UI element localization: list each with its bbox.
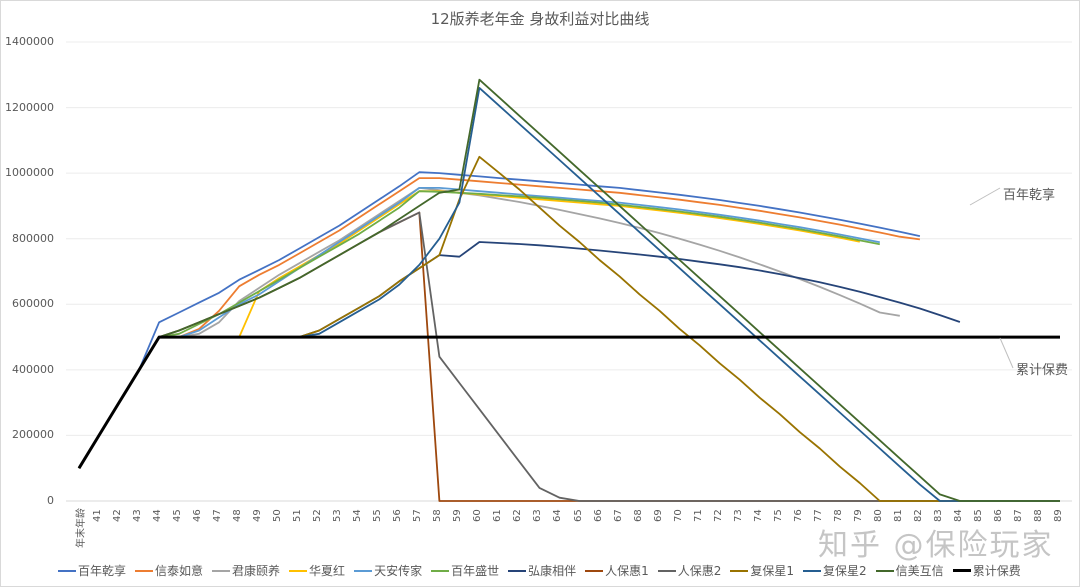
legend-swatch-icon (952, 569, 971, 572)
legend-label: 人保惠2 (677, 564, 722, 578)
legend-label: 弘康相伴 (528, 564, 577, 578)
series-line-0 (78, 171, 921, 469)
legend-label: 人保惠1 (605, 564, 649, 578)
series-line-12 (77, 335, 1060, 469)
legend-swatch-icon (657, 569, 676, 572)
legend-swatch-icon (875, 569, 894, 572)
series-line-1 (78, 177, 921, 469)
y-tick-label: 1200000 (5, 100, 54, 114)
y-tick-label: 400000 (12, 362, 54, 376)
legend-label: 累计保费 (972, 564, 1021, 578)
legend-label: 信泰如意 (155, 564, 204, 578)
legend-swatch-icon (58, 569, 76, 572)
legend-label: 复保星1 (750, 564, 795, 578)
legend-item[interactable]: 百年乾享 (58, 562, 126, 579)
y-tick-label: 1000000 (5, 166, 54, 180)
legend-label: 华夏红 (309, 564, 346, 578)
chart-legend: 百年乾享 信泰如意 君康颐养 华夏红 天安传家 百年盛世 弘康相伴 人保惠1 人保惠2 复保星1 复… (58, 562, 1021, 579)
legend-item[interactable]: 累计保费 (952, 562, 1021, 579)
legend-item[interactable]: 君康颐养 (212, 562, 280, 579)
legend-item[interactable]: 信美互信 (875, 562, 944, 579)
series-line-4 (78, 186, 880, 469)
series-line-11 (78, 78, 1060, 502)
y-tick-label: 800000 (12, 231, 54, 245)
legend-swatch-icon (431, 569, 450, 572)
series-line-7 (78, 211, 1060, 502)
legend-label: 信美互信 (895, 564, 944, 578)
legend-swatch-icon (289, 569, 308, 572)
series-line-10 (78, 87, 1060, 502)
y-tick-label: 1400000 (5, 35, 54, 48)
annotation-label-leijibaofei: 累计保费 (1016, 363, 1069, 378)
legend-label: 百年乾享 (78, 564, 127, 578)
legend-swatch-icon (354, 569, 373, 572)
legend-item[interactable]: 天安传家 (354, 562, 422, 579)
annotation-leader-line (999, 337, 1014, 369)
legend-label: 百年盛世 (451, 564, 500, 578)
legend-label: 君康颐养 (232, 564, 281, 578)
y-tick-label: 0 (47, 494, 54, 507)
legend-item[interactable]: 弘康相伴 (508, 562, 576, 579)
y-tick-label: 600000 (12, 297, 54, 311)
legend-item[interactable]: 人保惠1 (585, 562, 649, 579)
legend-swatch-icon (803, 569, 822, 572)
legend-swatch-icon (135, 569, 154, 572)
y-tick-label: 200000 (12, 428, 54, 442)
legend-label: 天安传家 (374, 564, 423, 578)
chart-title: 12版养老年金 身故利益对比曲线 (430, 10, 650, 28)
legend-swatch-icon (585, 569, 604, 572)
legend-swatch-icon (212, 569, 231, 572)
watermark: 知乎 @保险玩家 (818, 528, 1054, 563)
annotation-label-bainianqianxiang: 百年乾享 (1003, 188, 1056, 203)
annotation-leader-line (969, 187, 1001, 206)
series-line-8 (78, 211, 1060, 502)
legend-item[interactable]: 华夏红 (289, 562, 345, 579)
series-line-6 (78, 241, 961, 469)
legend-swatch-icon (508, 569, 527, 572)
series-line-9 (78, 155, 1060, 502)
legend-label: 复保星2 (823, 564, 867, 578)
legend-item[interactable]: 人保惠2 (657, 562, 722, 579)
series-line-2 (78, 186, 900, 469)
legend-swatch-icon (730, 569, 749, 572)
legend-item[interactable]: 复保星2 (803, 562, 867, 579)
legend-item[interactable]: 百年盛世 (431, 562, 499, 579)
legend-item[interactable]: 信泰如意 (135, 562, 203, 579)
legend-item[interactable]: 复保星1 (730, 562, 794, 579)
